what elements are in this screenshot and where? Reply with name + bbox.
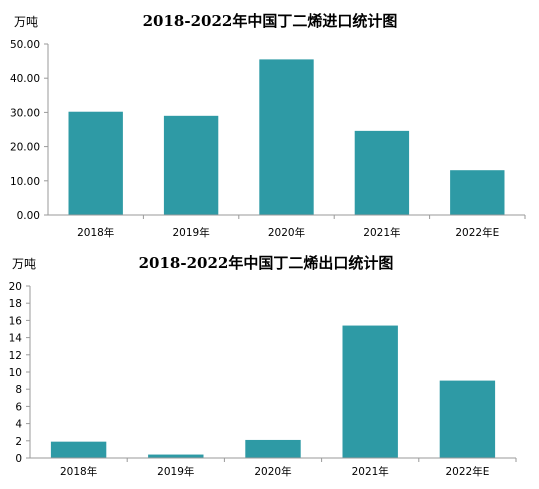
import-x-ticks: 2018年 2019年 2020年 2021年 2022年E xyxy=(77,215,526,239)
export-x-tick-label: 2022年E xyxy=(445,465,489,478)
import-bar xyxy=(259,59,314,215)
export-bar xyxy=(245,439,301,458)
export-chart-title: 2018-2022年中国丁二烯出口统计图 xyxy=(139,254,394,272)
export-y-tick-label: 20 xyxy=(9,281,22,293)
export-axes xyxy=(29,286,516,459)
import-unit-label: 万吨 xyxy=(14,15,38,29)
export-bar xyxy=(148,454,204,458)
import-x-tick-label: 2020年 xyxy=(268,226,305,239)
export-chart: 2018-2022年中国丁二烯出口统计图 万吨 0 2 4 6 8 10 12 14 16 18 2… xyxy=(9,254,517,478)
export-unit-label: 万吨 xyxy=(12,257,36,271)
export-bars xyxy=(50,325,496,458)
import-x-tick-label: 2018年 xyxy=(77,226,114,239)
import-x-tick-label: 2019年 xyxy=(172,226,209,239)
import-y-tick-label: 0.00 xyxy=(17,210,40,222)
export-bar xyxy=(50,441,107,458)
import-chart-title: 2018-2022年中国丁二烯进口统计图 xyxy=(143,12,398,30)
export-x-tick-label: 2020年 xyxy=(254,465,291,478)
import-chart: 2018-2022年中国丁二烯进口统计图 万吨 0.00 10.00 20.00 30… xyxy=(10,12,526,239)
import-bar xyxy=(68,111,123,215)
import-y-tick-label: 20.00 xyxy=(10,142,40,154)
import-x-tick-label: 2021年 xyxy=(363,226,400,239)
import-bars xyxy=(68,59,505,215)
export-y-tick-label: 18 xyxy=(9,298,22,310)
export-y-tick-label: 14 xyxy=(9,333,23,345)
export-y-tick-label: 10 xyxy=(9,367,22,379)
import-y-tick-label: 50.00 xyxy=(10,39,40,51)
export-x-tick-label: 2018年 xyxy=(60,465,97,478)
import-bar xyxy=(450,170,505,215)
export-bar xyxy=(342,325,398,458)
import-axes xyxy=(47,44,525,216)
export-y-tick-label: 0 xyxy=(15,453,22,465)
export-y-tick-label: 6 xyxy=(15,401,22,413)
import-y-tick-label: 40.00 xyxy=(10,73,40,85)
import-bar xyxy=(354,130,410,215)
export-x-tick-label: 2019年 xyxy=(157,465,194,478)
export-bar xyxy=(439,380,496,458)
export-y-tick-label: 8 xyxy=(15,384,22,396)
import-y-tick-label: 30.00 xyxy=(10,107,40,119)
export-y-tick-label: 12 xyxy=(9,350,22,362)
export-x-tick-label: 2021年 xyxy=(352,465,389,478)
export-y-tick-label: 4 xyxy=(15,419,22,431)
import-y-tick-label: 10.00 xyxy=(10,176,40,188)
export-x-ticks: 2018年 2019年 2020年 2021年 2022年E xyxy=(60,458,517,478)
export-y-tick-label: 16 xyxy=(9,315,23,327)
export-y-tick-label: 2 xyxy=(15,436,22,448)
import-y-ticks: 0.00 10.00 20.00 30.00 40.00 50.00 xyxy=(10,39,48,222)
import-bar xyxy=(163,115,219,215)
export-y-ticks: 0 2 4 6 8 10 12 14 16 18 20 xyxy=(9,281,30,465)
import-x-tick-label: 2022年E xyxy=(455,226,499,239)
